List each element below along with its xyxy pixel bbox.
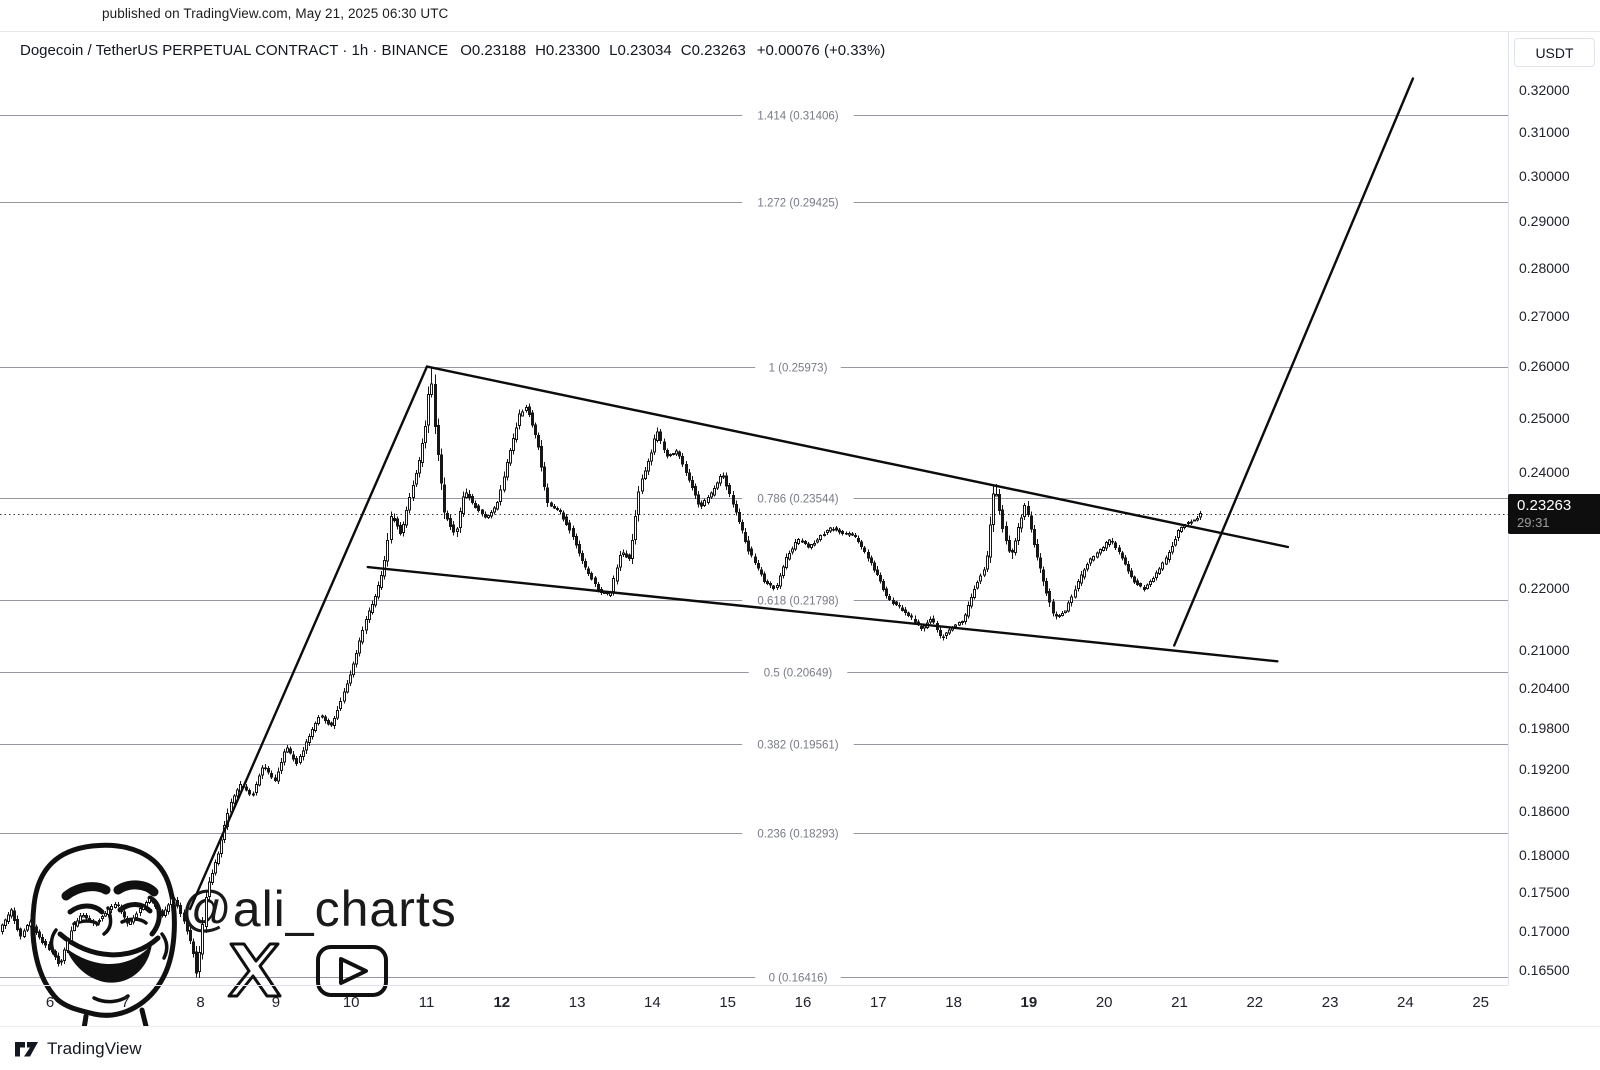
published-bar: published on TradingView.com, May 21, 20… bbox=[0, 0, 1600, 32]
price-tick-label: 0.22000 bbox=[1519, 580, 1570, 597]
fib-level-label: 0.382 (0.19561) bbox=[757, 740, 838, 752]
ohlc-close: C0.23263 bbox=[680, 42, 746, 59]
symbol-title: Dogecoin / TetherUS PERPETUAL CONTRACT ·… bbox=[20, 42, 449, 59]
bar-countdown: 29:31 bbox=[1517, 514, 1550, 530]
fib-level-label: 1 (0.25973) bbox=[769, 363, 828, 375]
time-axis-label-25: 25 bbox=[1472, 994, 1490, 1011]
ohlc-high: H0.23300 bbox=[535, 42, 601, 59]
time-axis-label-24: 24 bbox=[1397, 994, 1414, 1011]
time-axis-label-12: 12 bbox=[493, 994, 511, 1011]
trendlines[interactable] bbox=[188, 77, 1415, 911]
tradingview-attribution-bar: TradingView bbox=[0, 1026, 1600, 1070]
price-tick-label: 0.20400 bbox=[1519, 680, 1570, 697]
time-axis-label-22: 22 bbox=[1246, 994, 1264, 1011]
price-tick-label: 0.24000 bbox=[1519, 464, 1570, 481]
time-axis-label-11: 11 bbox=[418, 994, 435, 1011]
time-axis-label-14: 14 bbox=[644, 994, 661, 1011]
breakout-projection-line[interactable] bbox=[1173, 77, 1415, 647]
fib-level-label: 0.618 (0.21798) bbox=[757, 596, 838, 608]
time-axis-label-9: 9 bbox=[271, 994, 281, 1011]
price-tick-label: 0.25000 bbox=[1519, 410, 1570, 427]
time-axis-label-7: 7 bbox=[121, 994, 130, 1011]
symbol-legend: Dogecoin / TetherUS PERPETUAL CONTRACT ·… bbox=[20, 42, 885, 59]
price-tick-label: 0.19800 bbox=[1519, 720, 1570, 737]
time-axis-label-19: 19 bbox=[1020, 994, 1038, 1011]
wedge-upper-resistance[interactable] bbox=[425, 365, 1290, 549]
price-tick-label: 0.30000 bbox=[1519, 167, 1570, 184]
ohlc-low: L0.23034 bbox=[609, 42, 672, 59]
fib-level-label: 0.236 (0.18293) bbox=[757, 829, 838, 841]
price-change: +0.00076 (+0.33%) bbox=[756, 42, 886, 59]
time-axis-label-13: 13 bbox=[568, 994, 586, 1011]
time-axis-label-17: 17 bbox=[869, 994, 887, 1011]
last-price-value: 0.23263 bbox=[1517, 496, 1572, 514]
price-tick-label: 0.28000 bbox=[1519, 259, 1570, 276]
price-tick-label: 0.18000 bbox=[1519, 846, 1570, 863]
price-axis[interactable]: USDT 0.32000 0.31000 0.30000 0.29000 0.28000… bbox=[1508, 31, 1600, 985]
ohlc-open: O0.23188 bbox=[460, 42, 527, 59]
fib-level-label: 1.272 (0.29425) bbox=[757, 198, 838, 210]
tradingview-logo-text[interactable]: TradingView bbox=[47, 1038, 142, 1058]
fib-level-label: 1.414 (0.31406) bbox=[757, 111, 838, 123]
tradingview-logo-icon[interactable] bbox=[14, 1039, 40, 1059]
published-text: published on TradingView.com, May 21, 20… bbox=[102, 6, 449, 21]
price-tick-label: 0.16500 bbox=[1519, 962, 1570, 979]
price-tick-label: 0.27000 bbox=[1519, 307, 1570, 324]
time-axis-label-6: 6 bbox=[45, 994, 55, 1011]
time-axis-label-16: 16 bbox=[794, 994, 812, 1011]
last-price-badge: 0.23263 29:31 bbox=[1508, 493, 1600, 534]
time-axis-label-21: 21 bbox=[1171, 994, 1188, 1011]
time-axis-label-18: 18 bbox=[945, 994, 962, 1011]
time-axis-label-10: 10 bbox=[342, 994, 360, 1011]
fib-level-label: 0.5 (0.20649) bbox=[764, 668, 833, 680]
price-tick-label: 0.18600 bbox=[1519, 803, 1570, 820]
price-tick-label: 0.19200 bbox=[1519, 760, 1570, 777]
rally-support-line[interactable] bbox=[188, 365, 429, 911]
price-tick-label: 0.21000 bbox=[1519, 641, 1570, 658]
time-axis-label-15: 15 bbox=[719, 994, 737, 1011]
price-tick-label: 0.29000 bbox=[1519, 212, 1570, 229]
fib-level-label: 0 (0.16416) bbox=[769, 973, 828, 985]
x-twitter-icon bbox=[227, 942, 282, 998]
time-axis[interactable]: 6 7 8 9 10 11 12 13 14 15 16 17 18 19 20 21 22 23 24 25 bbox=[0, 985, 1508, 1027]
price-tick-label: 0.17500 bbox=[1519, 884, 1570, 901]
youtube-icon bbox=[316, 945, 388, 997]
time-axis-label-8: 8 bbox=[196, 994, 205, 1011]
time-axis-label-23: 23 bbox=[1321, 994, 1339, 1011]
wedge-lower-support[interactable] bbox=[366, 565, 1279, 663]
price-tick-label: 0.17000 bbox=[1519, 922, 1570, 939]
time-axis-label-20: 20 bbox=[1095, 994, 1113, 1011]
watermark-handle-text: @ali_charts bbox=[181, 881, 457, 937]
fib-retracement-lines[interactable]: 1.414 (0.31406) 1.272 (0.29425) 1 (0.25973… bbox=[0, 107, 1508, 986]
price-tick-label: 0.32000 bbox=[1519, 82, 1570, 99]
price-tick-label: 0.31000 bbox=[1519, 124, 1570, 141]
price-tick-label: 0.26000 bbox=[1519, 358, 1570, 375]
currency-toggle-button[interactable]: USDT bbox=[1514, 38, 1595, 67]
fib-level-label: 0.786 (0.23544) bbox=[757, 494, 838, 506]
